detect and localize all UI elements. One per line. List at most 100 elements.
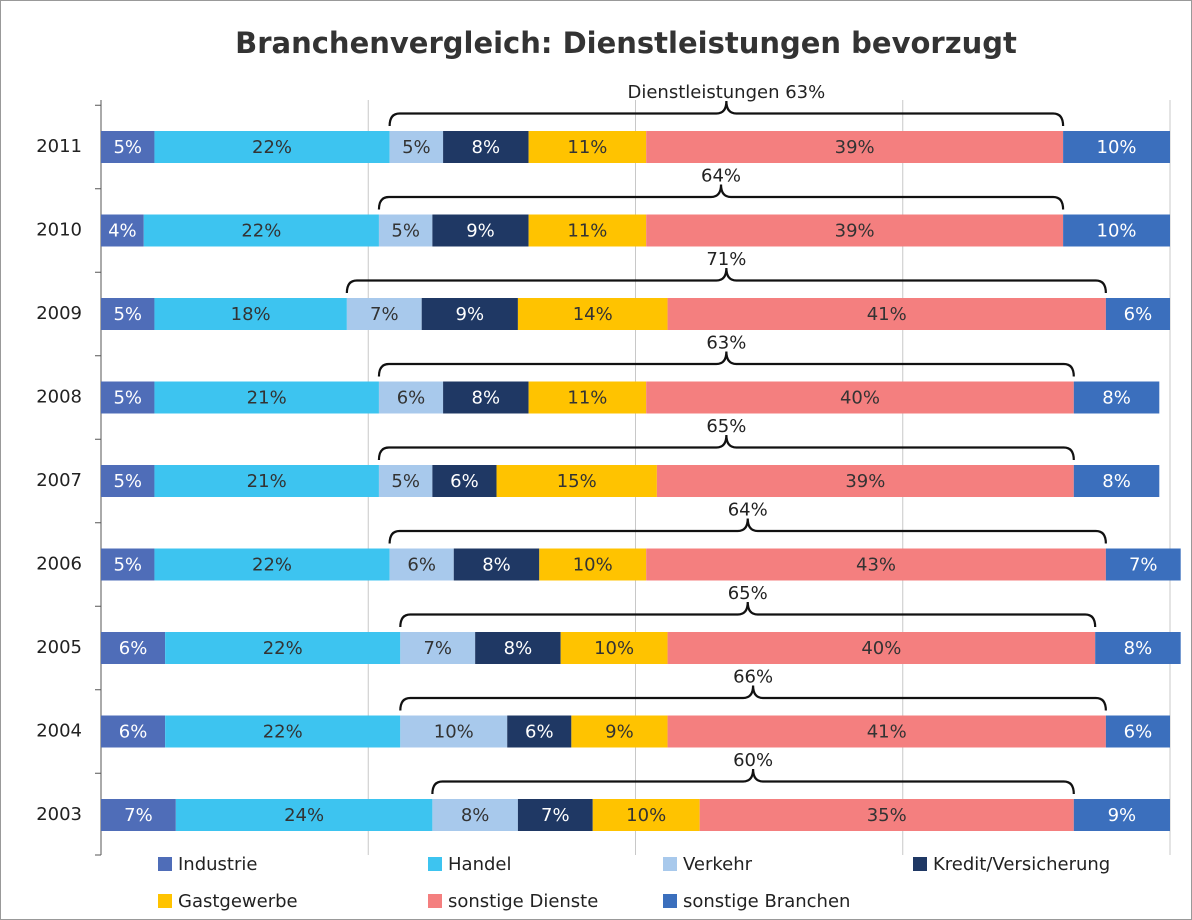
data-label: 4% [108,221,137,242]
brace [431,768,1075,795]
y-tick-label: 2003 [36,804,82,825]
brace [388,518,1107,544]
data-label: 24% [284,805,324,826]
legend-label: sonstige Dienste [448,891,598,912]
bar-segment [101,715,166,748]
data-label: 9% [1108,805,1137,826]
data-label: 7% [370,304,399,325]
bar-segment [421,298,518,330]
bar-segment [101,131,155,163]
data-label: 39% [835,221,875,242]
data-label: 9% [466,221,495,242]
bar-segment [143,214,379,247]
bar-segment [101,632,166,664]
bar-segment [443,381,529,414]
data-label: 22% [252,137,292,158]
data-label: 6% [1124,722,1153,743]
data-label: 41% [867,304,907,325]
data-label: 7% [1129,555,1158,576]
data-label: 6% [119,638,148,659]
data-label: 6% [525,722,554,743]
bar-segment [154,298,347,330]
bar-segment [1105,715,1170,748]
brace-label: 64% [701,166,741,187]
legend-swatch [158,857,172,871]
bar-segment [656,465,1074,497]
bar-segment [1105,548,1181,581]
brace-label: 65% [728,583,768,604]
bar-segment [154,381,379,414]
bar-segment [101,465,155,497]
brace-label: 63% [706,333,746,354]
data-label: 41% [867,722,907,743]
legend-label: Gastgewerbe [178,891,298,912]
bar-segment [517,799,593,831]
data-label: 15% [557,471,597,492]
data-label: 5% [391,471,420,492]
bar-segment [1073,799,1170,831]
bar-segment [101,799,176,831]
data-label: 5% [113,388,142,409]
bar-segment [1095,632,1181,664]
bar-segment [528,131,647,163]
data-label: 8% [1124,638,1153,659]
bar-segment [101,298,155,330]
data-label: 10% [1097,221,1137,242]
data-label: 18% [231,304,271,325]
bar-segment [378,214,433,247]
data-label: 7% [124,805,153,826]
data-label: 10% [434,722,474,743]
bar-segment [154,548,390,581]
data-label: 5% [113,471,142,492]
bar-segment [1063,131,1170,163]
data-label: 22% [263,722,303,743]
legend-swatch [663,857,677,871]
bar-segment [475,632,561,664]
bar-segment [539,548,647,581]
data-label: 8% [482,555,511,576]
brace-label: 65% [706,416,746,437]
data-label: 14% [573,304,613,325]
legend-label: Verkehr [683,854,753,875]
chart-title: Branchenvergleich: Dienstleistungen bevo… [235,26,1017,60]
bar-segment [528,381,647,414]
bar-segment [646,381,1074,414]
data-label: 6% [397,388,426,409]
data-label: 11% [567,137,607,158]
data-label: 5% [113,555,142,576]
bar-segment [443,131,529,163]
bar-segment [175,799,433,831]
bar-segment [165,632,401,664]
data-label: 8% [504,638,533,659]
y-tick-label: 2008 [36,387,82,408]
data-label: 8% [472,137,501,158]
bar-segment [400,632,476,664]
bar-segment [432,799,518,831]
bar-segment [389,131,444,163]
bar-segment [646,548,1106,581]
bar-segment [453,548,540,581]
legend-swatch [428,857,442,871]
bar-segment [667,715,1106,748]
legend-label: sonstige Branchen [683,891,850,912]
bar-segment [507,715,572,748]
brace-label: 71% [706,249,746,270]
bar-segment [646,131,1064,163]
bar-segment [346,298,422,330]
legend-label: Industrie [178,854,257,875]
bar-segment [667,632,1096,664]
data-label: 10% [1097,137,1137,158]
data-label: 22% [241,221,281,242]
data-label: 11% [567,221,607,242]
data-label: 5% [113,137,142,158]
bar-segment [667,298,1106,330]
y-tick-label: 2004 [36,721,82,742]
data-label: 8% [461,805,490,826]
bar-segment [517,298,668,330]
legend-label: Kredit/Versicherung [933,854,1110,875]
data-label: 39% [845,471,885,492]
data-label: 10% [594,638,634,659]
data-label: 7% [541,805,570,826]
